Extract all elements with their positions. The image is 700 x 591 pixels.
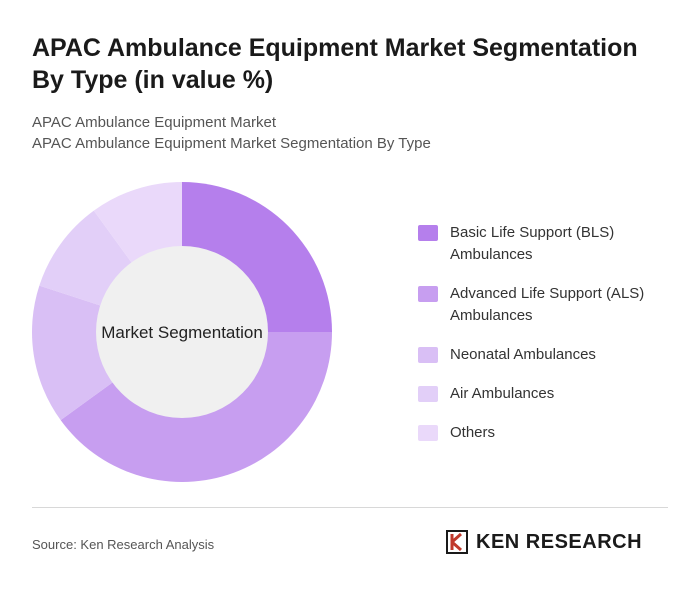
legend-item: Others <box>418 422 678 444</box>
subtitle: APAC Ambulance Equipment Market <box>32 114 277 131</box>
chart-title: APAC Ambulance Equipment Market Segmenta… <box>32 34 638 94</box>
legend-label: Others <box>450 424 496 441</box>
divider <box>32 507 668 508</box>
logo-icon <box>446 530 468 554</box>
center-label: Market Segmentation <box>101 323 263 342</box>
subtitle: APAC Ambulance Equipment Market Segmenta… <box>32 135 431 152</box>
source: Source: Ken Research Analysis <box>32 537 215 552</box>
legend-swatch <box>418 425 438 441</box>
legend-swatch <box>418 225 438 241</box>
donut-chart: Market Segmentation <box>32 182 332 482</box>
legend-item: Neonatal Ambulances <box>418 344 678 366</box>
legend: Basic Life Support (BLS) Ambulances Advan… <box>418 222 678 461</box>
donut-hole <box>96 246 268 418</box>
legend-item: Advanced Life Support (ALS) Ambulances <box>418 283 678 327</box>
legend-swatch <box>418 347 438 363</box>
legend-label: Basic Life Support (BLS) Ambulances <box>450 224 615 263</box>
legend-label: Advanced Life Support (ALS) Ambulances <box>450 285 645 324</box>
legend-label: Air Ambulances <box>450 385 555 402</box>
legend-label: Neonatal Ambulances <box>450 346 596 363</box>
brand-name: KEN RESEARCH <box>476 530 643 553</box>
legend-item: Basic Life Support (BLS) Ambulances <box>418 222 678 266</box>
legend-item: Air Ambulances <box>418 383 678 405</box>
legend-swatch <box>418 286 438 302</box>
brand-logo: KEN RESEARCH <box>446 530 642 554</box>
legend-swatch <box>418 386 438 402</box>
